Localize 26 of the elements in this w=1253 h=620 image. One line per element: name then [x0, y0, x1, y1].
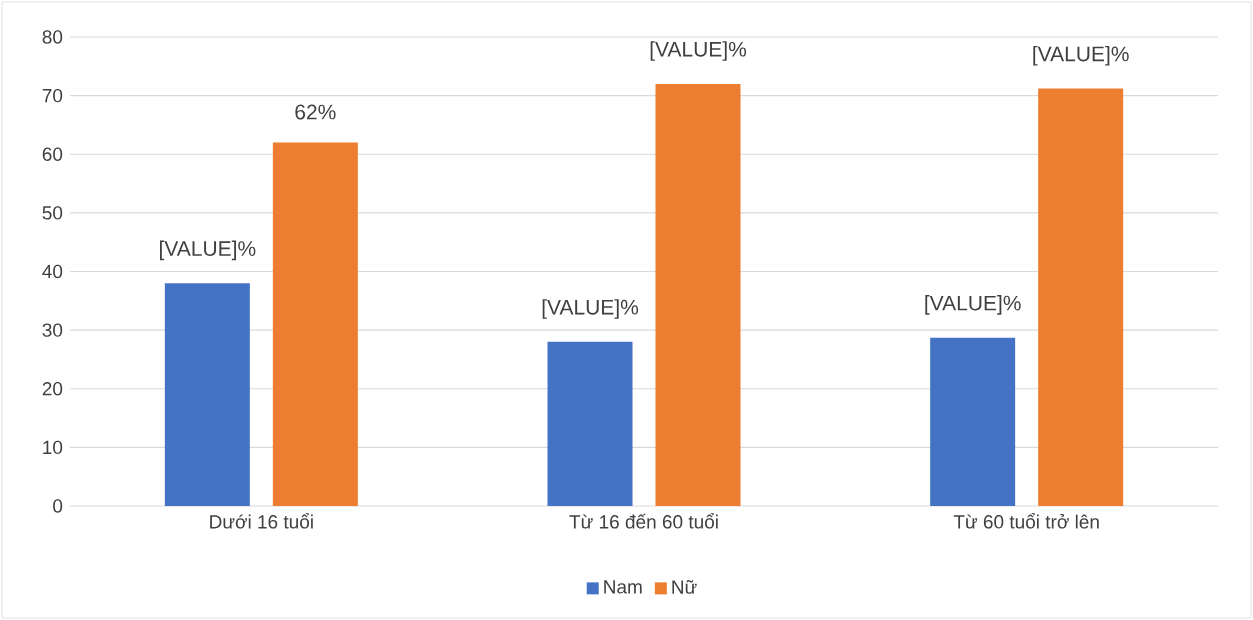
- data-label: 62%: [295, 104, 336, 120]
- bar: [164, 283, 250, 506]
- y-tick-label: 40: [42, 264, 63, 279]
- y-tick-label: 70: [42, 88, 63, 103]
- data-label: [VALUE]%: [1033, 45, 1129, 66]
- bar: [547, 341, 633, 506]
- legend-label: Nữ: [672, 580, 697, 594]
- y-tick-label: 30: [42, 323, 63, 337]
- data-label: [VALUE]%: [542, 299, 639, 319]
- bar: [272, 142, 358, 506]
- bar: [1038, 88, 1124, 506]
- y-tick-label: 60: [42, 147, 63, 161]
- x-tick-label: Từ 16 đến 60 tuổi: [569, 513, 718, 529]
- bar: [655, 83, 741, 506]
- x-tick-label: Từ 60 tuổi trở lên: [953, 513, 1099, 529]
- y-tick-label: 80: [42, 30, 63, 44]
- x-tick-label: Dưới 16 tuổi: [210, 513, 313, 529]
- bar: [930, 337, 1016, 506]
- data-label: [VALUE]%: [160, 240, 256, 261]
- y-tick-label: 10: [43, 440, 63, 455]
- legend-label: Nam: [604, 580, 642, 594]
- y-tick-label: 20: [42, 382, 63, 396]
- y-tick-label: 0: [53, 499, 63, 513]
- y-tick-label: 50: [42, 206, 63, 220]
- data-label: [VALUE]%: [650, 41, 747, 61]
- data-label: [VALUE]%: [925, 295, 1021, 315]
